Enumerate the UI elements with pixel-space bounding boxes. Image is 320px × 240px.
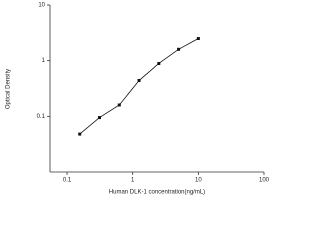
x-tick-label: 100 [259, 178, 270, 184]
data-point [196, 37, 200, 41]
chart: Optical Density Human DLK-1 concentratio… [6, 3, 270, 196]
data-point [78, 132, 82, 136]
fit-curve [79, 38, 199, 135]
data-point [177, 47, 181, 51]
y-tick-label: 10 [38, 3, 45, 9]
x-tick-label: 0.1 [63, 178, 72, 184]
page: {"chart_data": {"type": "scatter", "log_… [5, 2, 270, 196]
data-point [157, 61, 161, 65]
data-point [117, 103, 121, 107]
x-tick-label: 10 [195, 178, 202, 184]
y-tick-label: 0.1 [37, 114, 46, 120]
data-point [97, 116, 101, 120]
y-axis-label: Optical Density [6, 69, 12, 109]
data-point [137, 79, 141, 83]
x-tick-label: 1 [131, 178, 135, 184]
y-tick-label: 1 [42, 58, 46, 64]
x-axis-label: Human DLK-1 concentration(ng/mL) [109, 190, 205, 196]
